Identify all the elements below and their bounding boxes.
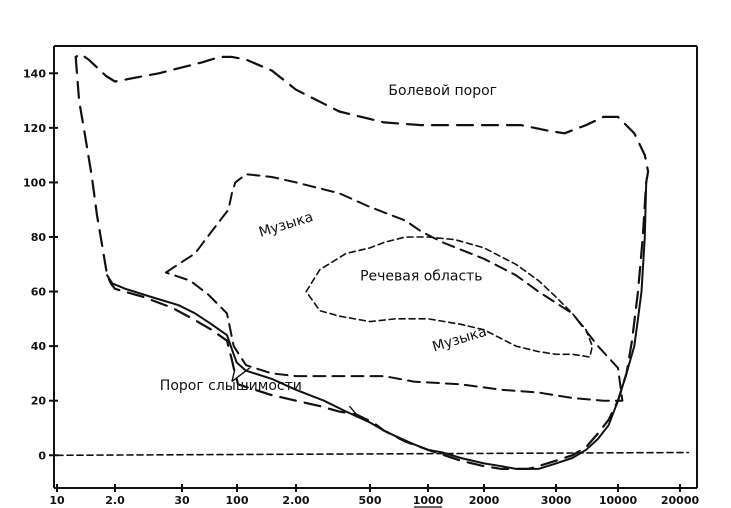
x-tick-label: 2.00 — [282, 494, 309, 507]
pointer-line-1 — [231, 367, 251, 383]
y-tick-label: 0 — [38, 449, 46, 462]
y-tick-label: 80 — [31, 231, 47, 244]
x-tick-label: 500 — [359, 494, 382, 507]
series-line-0 — [74, 53, 650, 470]
series-lines — [56, 53, 690, 470]
x-tick-label: 20000 — [661, 494, 700, 507]
pointer-line-2 — [348, 405, 360, 418]
x-tick-label: 2000 — [469, 494, 500, 507]
annotation-label-0: Болевой порог — [388, 83, 497, 99]
pointer-line-0 — [231, 370, 236, 382]
y-tick-label: 120 — [23, 122, 46, 135]
x-tick-label: 10 — [49, 494, 65, 507]
y-tick-label: 40 — [31, 340, 47, 353]
series-line-1 — [164, 173, 624, 402]
annotation-label-2: Речевая область — [360, 269, 482, 285]
tick-labels: 0 20 40 60 80 100 120 140 10 2.0 30 100 2.00 500 1000 2… — [23, 67, 700, 508]
annotation-label-4: Порог слышимости — [160, 378, 302, 394]
x-tick-label: 1000 — [413, 494, 444, 507]
annotation-label-1: Музыка — [257, 209, 315, 241]
series-line-2 — [305, 236, 594, 358]
x-tick-label: 30 — [174, 494, 190, 507]
y-tick-label: 100 — [23, 176, 46, 189]
y-tick-label: 60 — [31, 286, 47, 299]
y-tick-label: 140 — [23, 67, 46, 80]
y-tick-label: 20 — [31, 395, 47, 408]
x-tick-label: 3000 — [541, 494, 572, 507]
x-tick-label: 2.0 — [105, 494, 125, 507]
x-tick-label: 100 — [226, 494, 249, 507]
series-line-4 — [56, 451, 690, 457]
x-tick-label: 10000 — [599, 494, 638, 507]
annotation-label-3: Музыка — [431, 324, 489, 356]
series-line-3 — [106, 181, 648, 470]
axes — [53, 45, 698, 489]
